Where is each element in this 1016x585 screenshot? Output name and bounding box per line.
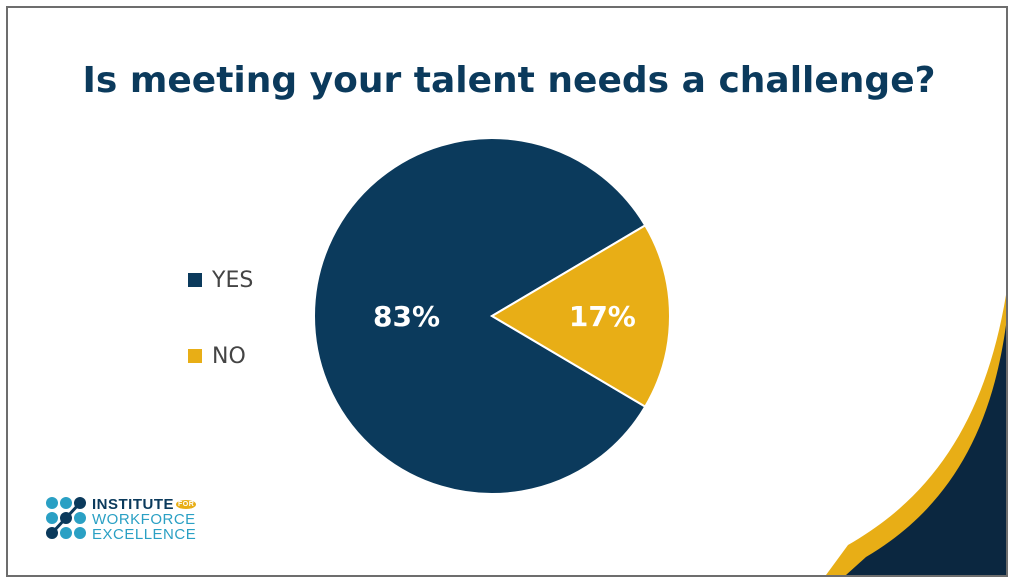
logo-dot [60, 497, 72, 509]
legend-swatch-yes [188, 273, 202, 287]
pie-slice-yes [313, 137, 647, 495]
logo-dot [46, 497, 58, 509]
legend-item-yes: YES [188, 266, 253, 294]
logo-dot [74, 527, 86, 539]
logo-connector-line [50, 501, 82, 535]
legend-item-no: NO [188, 342, 253, 370]
logo-dots-icon [46, 497, 86, 539]
pie-chart: 83% 17% [313, 137, 671, 495]
data-label-yes: 83% [373, 300, 440, 333]
logo-line-excellence: EXCELLENCE [92, 525, 197, 543]
logo-dot [60, 527, 72, 539]
data-label-no: 17% [569, 300, 636, 333]
logo-dot [74, 512, 86, 524]
legend-label-no: NO [212, 343, 246, 369]
chart-title: Is meeting your talent needs a challenge… [82, 60, 936, 101]
logo-text: INSTITUTE FOR WORKFORCE EXCELLENCE [92, 495, 197, 543]
legend-label-yes: YES [212, 267, 254, 293]
corner-navy-swoosh [846, 325, 1006, 575]
corner-decoration [826, 295, 1006, 575]
logo-dot [46, 512, 58, 524]
logo-institute-text: INSTITUTE [92, 495, 174, 513]
logo-for-badge: FOR [176, 499, 197, 509]
legend-swatch-no [188, 349, 202, 363]
institute-logo: INSTITUTE FOR WORKFORCE EXCELLENCE [44, 495, 197, 543]
logo-line-workforce: WORKFORCE [92, 510, 196, 528]
logo-line-institute: INSTITUTE FOR [92, 495, 197, 513]
slide: Is meeting your talent needs a challenge… [6, 6, 1008, 577]
pie-slice-no [490, 224, 671, 408]
legend: YES NO [188, 266, 253, 418]
